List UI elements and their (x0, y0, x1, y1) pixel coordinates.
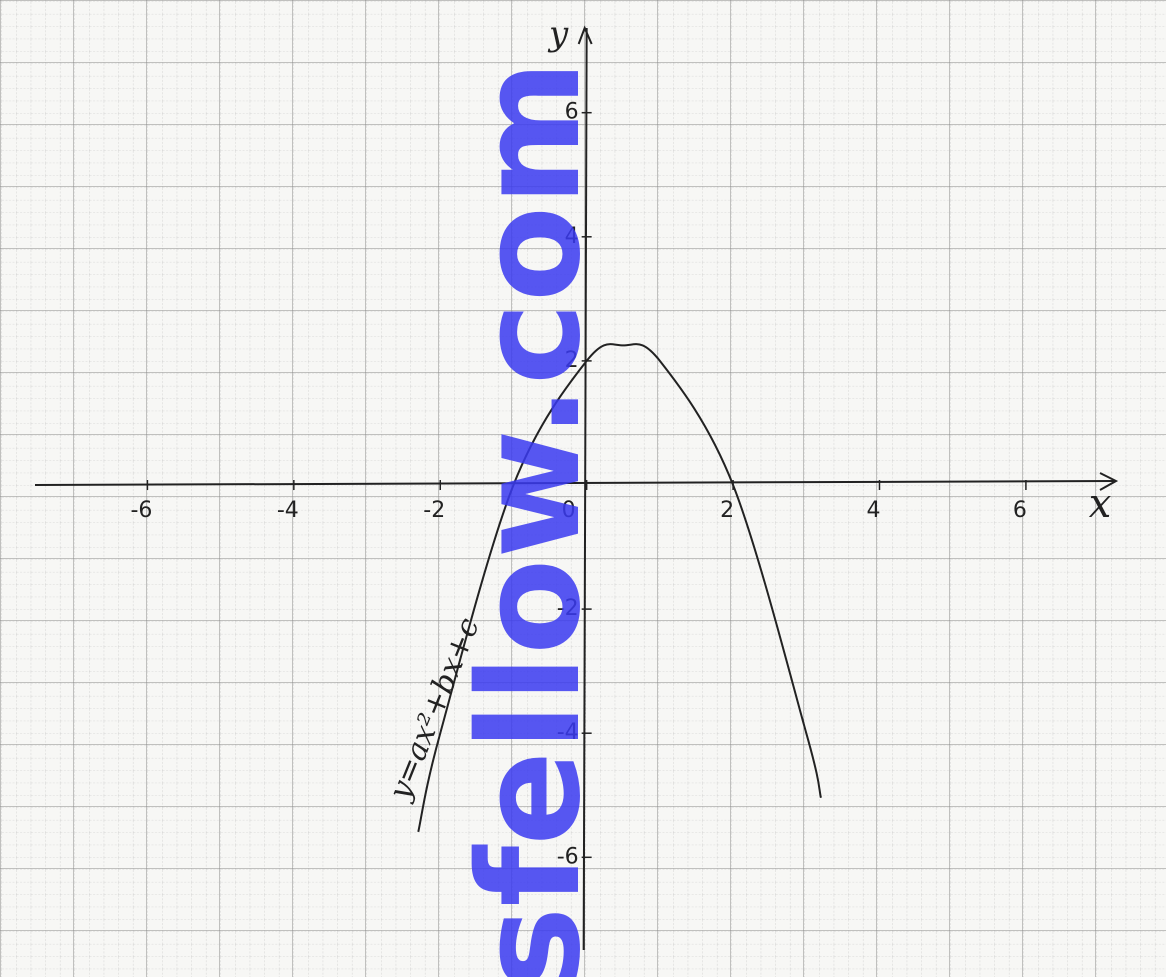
x-tick-label: 4 (866, 498, 880, 523)
x-tick-label: -2 (423, 498, 445, 523)
y-axis-label: y (547, 14, 569, 54)
x-tick-label: 6 (1013, 498, 1027, 523)
x-tick-label: -4 (277, 498, 299, 523)
chart: xy-6-4-20246-6-4-2246y=ax²+bx+c sfellow.… (0, 0, 1166, 977)
x-axis-label: x (1089, 481, 1112, 527)
watermark: sfellow.com (449, 60, 612, 977)
x-tick-label: -6 (130, 498, 152, 523)
x-tick-label: 2 (720, 498, 734, 523)
